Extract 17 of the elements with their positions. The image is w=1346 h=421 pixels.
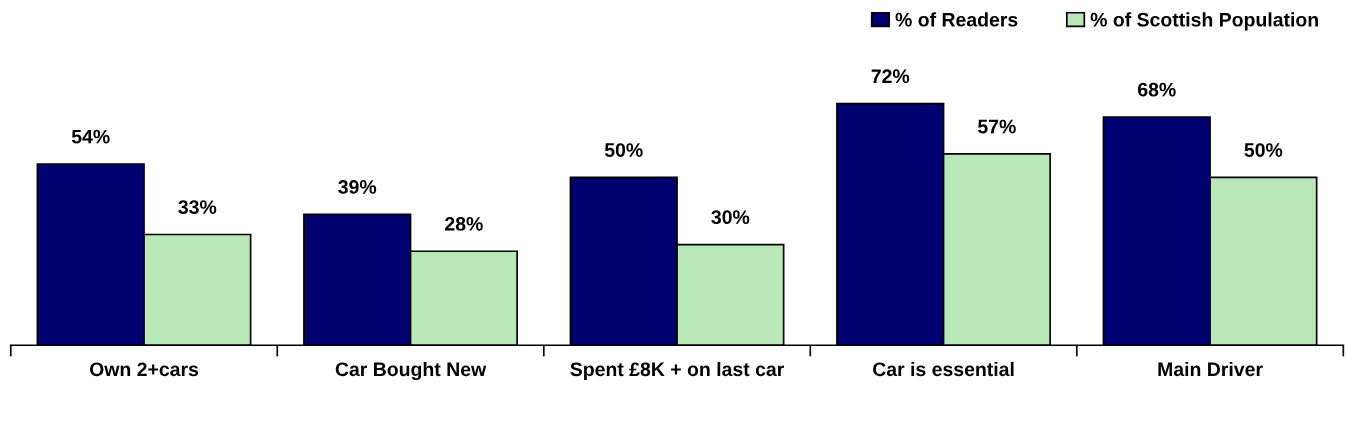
data-label: 30%: [711, 210, 750, 225]
data-label: 39%: [338, 180, 377, 194]
data-label: 72%: [871, 69, 910, 84]
data-label: 68%: [1138, 82, 1176, 97]
legend-label: % of Scottish Population: [1090, 12, 1318, 31]
x-tick-label: Own 2+cars: [89, 362, 199, 377]
x-tick-label: Main Driver: [1158, 361, 1263, 377]
data-label: 54%: [71, 129, 110, 144]
data-label: 50%: [604, 143, 643, 157]
data-label: 50%: [1244, 143, 1283, 157]
data-label: 33%: [178, 200, 217, 214]
data-label: 28%: [445, 216, 483, 231]
x-tick-label: Car Bought New: [335, 361, 487, 381]
data-label: 57%: [977, 119, 1016, 134]
legend-label: % of Readers: [895, 12, 1018, 27]
x-tick-label: Car is essential: [873, 361, 1014, 377]
x-tick-label: Spent £8K + on last car: [570, 361, 784, 381]
